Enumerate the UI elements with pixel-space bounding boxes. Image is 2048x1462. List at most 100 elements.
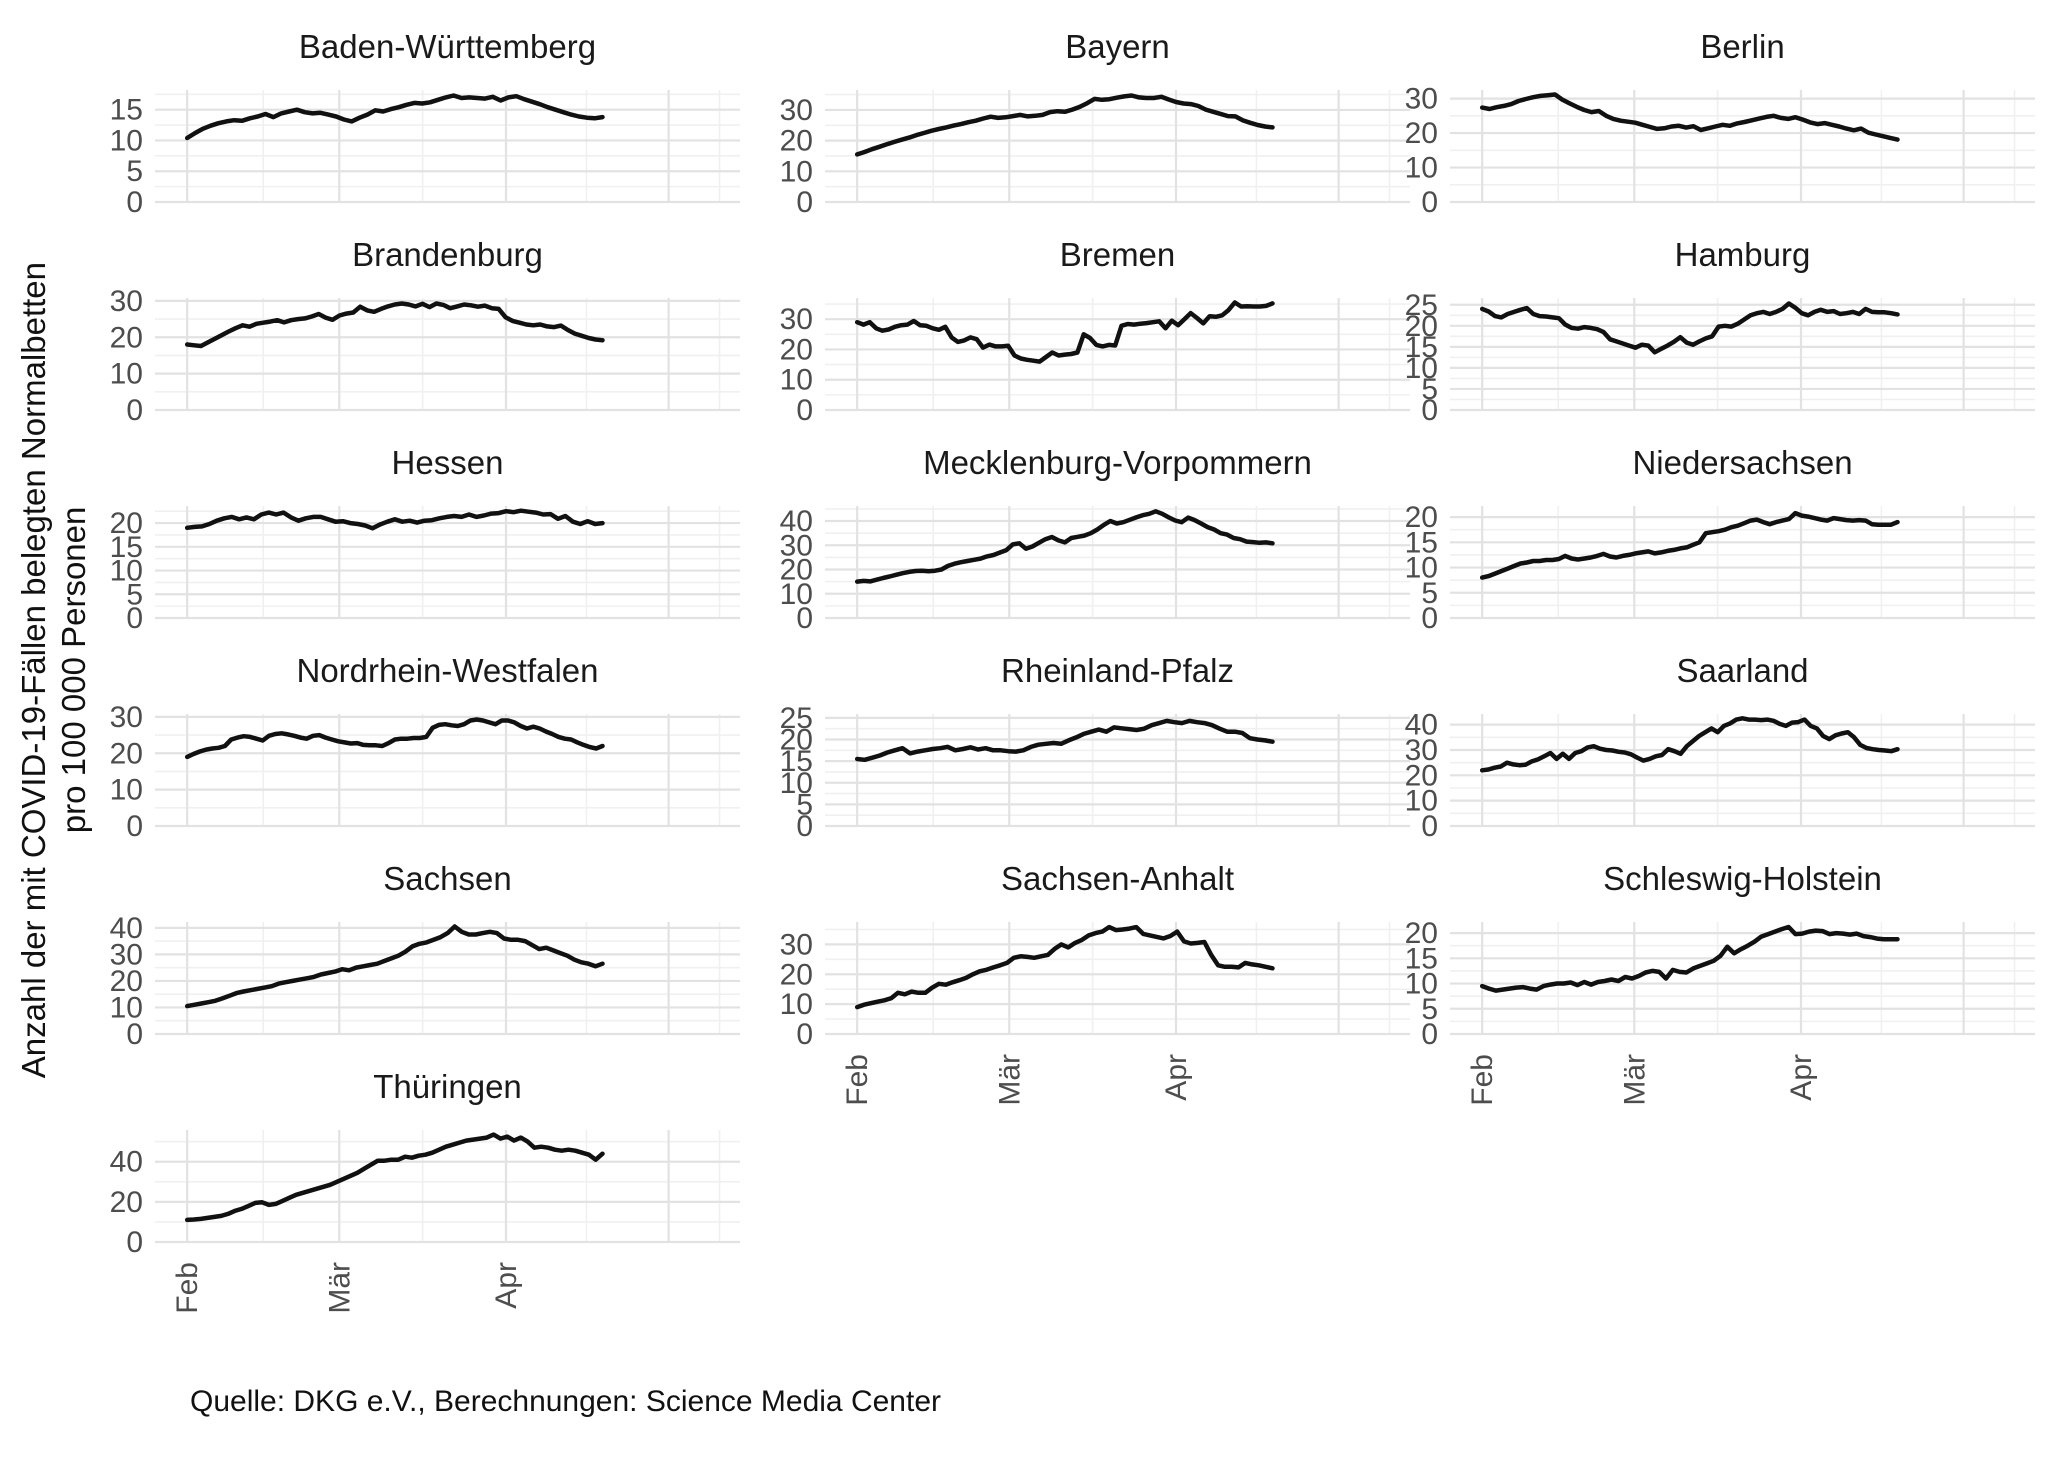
y-tick-label: 30 [1405, 734, 1438, 767]
y-tick-label: 30 [110, 938, 143, 971]
data-line-bayern [854, 93, 1275, 157]
data-line-hessen [184, 508, 605, 531]
y-tick-label: 0 [796, 186, 813, 219]
y-tick-label: 10 [110, 991, 143, 1024]
data-line-bremen [854, 300, 1275, 364]
data-line-th-ringen [184, 1132, 605, 1223]
x-tick-label-mar: Mär [993, 1054, 1026, 1106]
panel-title-th-ringen: Thüringen [373, 1068, 522, 1105]
panel-sachsen: Sachsen 0 10 20 30 40 [65, 860, 740, 1051]
x-tick-label-mar: Mär [1618, 1054, 1651, 1106]
panel-title-berlin: Berlin [1700, 28, 1785, 65]
y-tick-label: 40 [780, 505, 813, 538]
data-line-nordrhein-westfalen [184, 717, 605, 760]
panel-schleswig-holstein: Schleswig-Holstein 0 5 10 15 20 Feb Mär Apr [1360, 860, 2035, 1174]
panel-bayern: Bayern 0 10 20 30 [735, 28, 1410, 219]
panel-title-sachsen-anhalt: Sachsen-Anhalt [1001, 860, 1234, 897]
panel-hamburg: Hamburg 0 5 10 15 20 25 [1360, 236, 2035, 427]
x-tick-label-apr: Apr [1160, 1054, 1193, 1101]
data-line-rheinland-pfalz [854, 718, 1275, 763]
caption: Quelle: DKG e.V., Berechnungen: Science … [190, 1385, 941, 1418]
y-tick-label: 30 [780, 303, 813, 336]
y-tick-label: 20 [1405, 917, 1438, 950]
y-tick-label: 10 [780, 364, 813, 397]
data-line-sachsen [184, 924, 605, 1009]
y-tick-label: 5 [796, 788, 813, 821]
panel-th-ringen: Thüringen 0 20 40 Feb Mär Apr [65, 1068, 740, 1382]
panel-bremen: Bremen 0 10 20 30 [735, 236, 1410, 427]
panel-saarland: Saarland 0 10 20 30 40 [1360, 652, 2035, 843]
y-tick-label: 20 [1405, 759, 1438, 792]
y-tick-label: 10 [110, 774, 143, 807]
x-tick-label-apr: Apr [1785, 1054, 1818, 1101]
y-tick-label: 25 [1405, 289, 1438, 322]
panel-title-nordrhein-westfalen: Nordrhein-Westfalen [296, 652, 599, 689]
y-tick-label: 5 [1421, 577, 1438, 610]
y-tick-label: 20 [780, 333, 813, 366]
y-tick-label: 0 [796, 1018, 813, 1051]
y-tick-label: 0 [126, 602, 143, 635]
panel-title-bayern: Bayern [1065, 28, 1170, 65]
y-tick-label: 10 [110, 124, 143, 157]
y-tick-label: 20 [110, 321, 143, 354]
panel-title-schleswig-holstein: Schleswig-Holstein [1603, 860, 1882, 897]
y-tick-label: 0 [126, 1226, 143, 1259]
y-tick-label: 20 [110, 737, 143, 770]
x-tick-label-feb: Feb [841, 1054, 874, 1106]
y-tick-label: 10 [1405, 968, 1438, 1001]
panel-brandenburg: Brandenburg 0 10 20 30 [65, 236, 740, 427]
y-tick-label: 10 [1405, 352, 1438, 385]
y-tick-label: 10 [1405, 152, 1438, 185]
y-tick-label: 0 [126, 186, 143, 219]
y-tick-label: 0 [1421, 1018, 1438, 1051]
y-tick-label: 20 [1405, 117, 1438, 150]
y-tick-label: 20 [110, 507, 143, 540]
y-tick-label: 15 [1405, 942, 1438, 975]
y-tick-label: 40 [110, 912, 143, 945]
data-line-brandenburg [184, 301, 605, 349]
panel-title-rheinland-pfalz: Rheinland-Pfalz [1001, 652, 1234, 689]
y-tick-label: 20 [780, 724, 813, 757]
y-tick-label: 0 [126, 810, 143, 843]
data-line-schleswig-holstein [1479, 924, 1900, 993]
x-tick-label-feb: Feb [171, 1262, 204, 1314]
panel-title-saarland: Saarland [1676, 652, 1809, 689]
panel-mecklenburg-vorpommern: Mecklenburg-Vorpommern 0 10 20 30 40 [735, 444, 1410, 635]
panel-title-baden-w-rttemberg: Baden-Württemberg [298, 28, 597, 65]
y-tick-label: 30 [780, 94, 813, 127]
y-tick-label: 0 [1421, 186, 1438, 219]
x-tick-label-apr: Apr [490, 1262, 523, 1309]
y-axis-title-line1: Anzahl der mit COVID-19-Fällen belegten … [15, 261, 52, 1079]
y-tick-label: 10 [780, 988, 813, 1021]
y-tick-label: 15 [780, 745, 813, 778]
panel-title-bremen: Bremen [1059, 236, 1176, 273]
panel-title-brandenburg: Brandenburg [352, 236, 543, 273]
y-tick-label: 10 [110, 555, 143, 588]
y-tick-label: 5 [1421, 373, 1438, 406]
y-tick-label: 10 [780, 578, 813, 611]
y-tick-label: 25 [780, 702, 813, 735]
y-tick-label: 15 [1405, 331, 1438, 364]
panel-hessen: Hessen 0 5 10 15 20 [65, 444, 740, 635]
y-tick-label: 0 [796, 602, 813, 635]
panel-rheinland-pfalz: Rheinland-Pfalz 0 5 10 15 20 25 [735, 652, 1410, 843]
panel-sachsen-anhalt: Sachsen-Anhalt 0 10 20 30 Feb Mär Apr [735, 860, 1410, 1174]
y-tick-label: 20 [1405, 310, 1438, 343]
y-tick-label: 0 [1421, 602, 1438, 635]
y-tick-label: 0 [1421, 810, 1438, 843]
y-tick-label: 10 [780, 767, 813, 800]
panel-title-sachsen: Sachsen [383, 860, 512, 897]
